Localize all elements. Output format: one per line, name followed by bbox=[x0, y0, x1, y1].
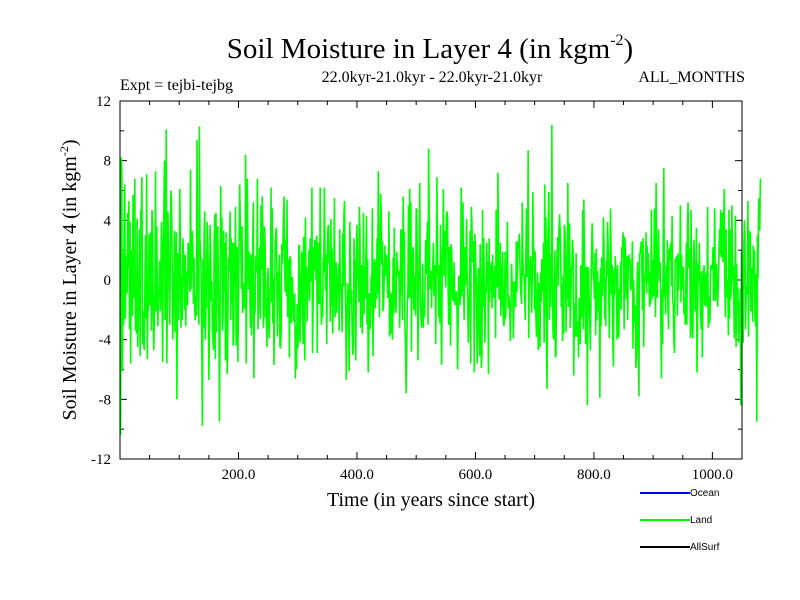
legend-item-ocean: Ocean bbox=[640, 488, 719, 499]
x-tick-label-200-0: 200.0 bbox=[222, 467, 256, 483]
x-tick-label-800-0: 800.0 bbox=[577, 467, 611, 483]
y-tick-label-neg8: -8 bbox=[99, 392, 112, 408]
legend: Ocean Land AllSurf bbox=[640, 488, 720, 553]
x-axis-label: Time (in years since start) bbox=[327, 489, 535, 511]
x-tick-label-400-0: 400.0 bbox=[340, 467, 374, 483]
y-tick-label-neg4: -4 bbox=[99, 333, 112, 349]
series-line-land bbox=[119, 124, 762, 436]
plot-frame bbox=[119, 100, 743, 460]
y-axis-label: Soil Moisture in Layer 4 (in kgm-2) bbox=[57, 139, 81, 420]
legend-item-allsurf: AllSurf bbox=[640, 542, 720, 553]
x-axis-ticks: 200.0 400.0 600.0 800.0 1000.0 bbox=[149, 101, 733, 483]
subtitle-period: 22.0kyr-21.0kyr - 22.0kyr-21.0kyr bbox=[322, 69, 543, 86]
x-tick-label-600-0: 600.0 bbox=[459, 467, 493, 483]
legend-label-ocean: Ocean bbox=[690, 488, 719, 499]
subtitle-months: ALL_MONTHS bbox=[638, 69, 745, 86]
y-tick-label-8: 8 bbox=[104, 154, 112, 170]
y-tick-label-4: 4 bbox=[104, 213, 112, 229]
y-tick-label-0: 0 bbox=[104, 273, 112, 289]
x-tick-label-1000-0: 1000.0 bbox=[692, 467, 733, 483]
plot-area: 200.0 400.0 600.0 800.0 1000.0 -12 -8 -4 0 4 8 12 bbox=[91, 94, 762, 483]
legend-label-land: Land bbox=[690, 515, 712, 526]
chart-title: Soil Moisture in Layer 4 (in kgm-2) bbox=[227, 32, 633, 65]
subtitle-experiment: Expt = tejbi-tejbg bbox=[120, 77, 233, 94]
y-tick-label-neg12: -12 bbox=[91, 452, 111, 468]
legend-label-allsurf: AllSurf bbox=[690, 542, 720, 553]
legend-item-land: Land bbox=[640, 515, 712, 526]
series-lines bbox=[119, 124, 762, 436]
y-tick-label-12: 12 bbox=[96, 94, 111, 110]
